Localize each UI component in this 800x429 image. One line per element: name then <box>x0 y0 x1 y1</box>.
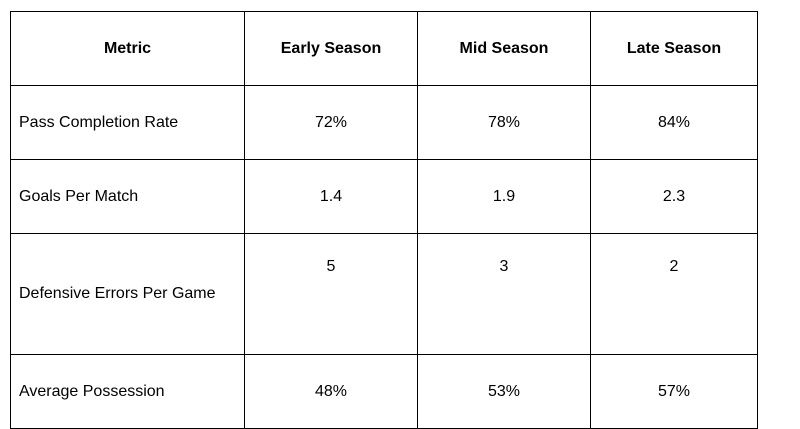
mid-season-cell: 53% <box>417 354 591 429</box>
header-mid-season: Mid Season <box>417 11 591 86</box>
late-season-cell: 84% <box>590 85 758 160</box>
table-row: Goals Per Match 1.4 1.9 2.3 <box>10 159 758 234</box>
table-row: Pass Completion Rate 72% 78% 84% <box>10 85 758 160</box>
mid-season-cell: 78% <box>417 85 591 160</box>
early-season-cell: 1.4 <box>244 159 418 234</box>
early-season-cell: 48% <box>244 354 418 429</box>
metric-cell: Defensive Errors Per Game <box>10 233 245 355</box>
table-row: Average Possession 48% 53% 57% <box>10 354 758 429</box>
header-early-season: Early Season <box>244 11 418 86</box>
early-season-cell: 5 <box>244 233 418 355</box>
table-header-row: Metric Early Season Mid Season Late Seas… <box>10 11 758 86</box>
early-season-cell: 72% <box>244 85 418 160</box>
late-season-cell: 2 <box>590 233 758 355</box>
late-season-cell: 57% <box>590 354 758 429</box>
header-late-season: Late Season <box>590 11 758 86</box>
metric-cell: Average Possession <box>10 354 245 429</box>
mid-season-cell: 3 <box>417 233 591 355</box>
table-container: Metric Early Season Mid Season Late Seas… <box>10 11 758 429</box>
late-season-cell: 2.3 <box>590 159 758 234</box>
metric-cell: Goals Per Match <box>10 159 245 234</box>
metric-cell: Pass Completion Rate <box>10 85 245 160</box>
header-metric: Metric <box>10 11 245 86</box>
table-row: Defensive Errors Per Game 5 3 2 <box>10 233 758 355</box>
season-metrics-table: Metric Early Season Mid Season Late Seas… <box>10 11 758 429</box>
mid-season-cell: 1.9 <box>417 159 591 234</box>
